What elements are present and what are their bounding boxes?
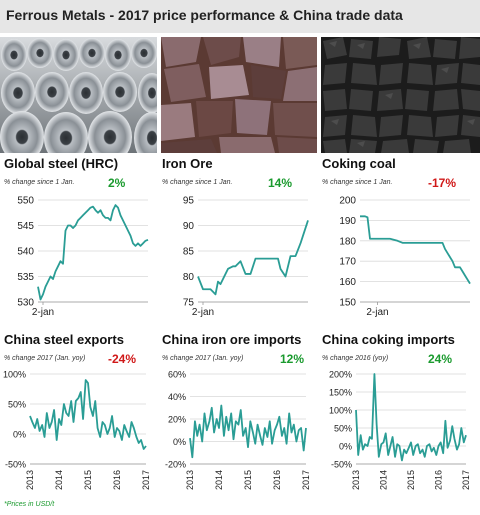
panel-subtitle-coking-coal: % change since 1 Jan. — [322, 179, 393, 186]
global-steel-chart: 530 535 540 545 550 2-jan — [17, 196, 149, 318]
x-tick-label: 2017 — [301, 470, 311, 490]
series-line — [29, 379, 147, 450]
y-tick-label: 50% — [334, 424, 352, 434]
y-tick-label: 95 — [183, 196, 195, 207]
panel-title-coking-coal: Coking coal — [322, 156, 396, 171]
china-steel-exports-chart: -50% 0% 50% 100% 2013 2014 2015 2016 2017 — [3, 370, 151, 491]
series-line — [355, 373, 467, 462]
y-tick-label: 0% — [173, 437, 186, 447]
y-tick-label: 550 — [17, 196, 34, 207]
iron-ore-chart: 75 80 85 90 95 2-jan — [183, 196, 309, 318]
change-value-coking-coal: -17% — [428, 176, 457, 190]
panel-title-global-steel: Global steel (HRC) — [4, 156, 119, 171]
y-tick-label: 180 — [339, 236, 356, 247]
y-tick-label: 90 — [183, 221, 195, 232]
y-tick-label: -50% — [5, 460, 26, 470]
header-bar: Ferrous Metals - 2017 price performance … — [0, 0, 480, 33]
y-tick-label: -50% — [331, 460, 352, 470]
change-value-china-coking-imports: 24% — [428, 352, 453, 366]
x-tick-label: 2016 — [272, 470, 282, 490]
y-tick-label: 535 — [17, 272, 34, 283]
steel-coils-photo — [0, 37, 157, 153]
panel-subtitle-global-steel: % change since 1 Jan. — [4, 179, 75, 186]
y-tick-label: 190 — [339, 216, 356, 227]
x-tick-label: 2013 — [351, 470, 361, 490]
y-tick-label: 60% — [168, 370, 186, 380]
x-tick-label: 2-jan — [32, 307, 54, 318]
y-tick-label: 75 — [183, 298, 195, 309]
y-tick-label: 150 — [339, 298, 356, 309]
coking-coal-chart: 150 160 170 180 190 200 2-jan — [339, 196, 471, 318]
change-value-global-steel: 2% — [108, 176, 126, 190]
x-tick-label: 2016 — [434, 470, 444, 490]
change-value-china-steel-exports: -24% — [108, 352, 137, 366]
x-tick-label: 2015 — [243, 470, 253, 490]
change-value-iron-ore: 14% — [268, 176, 293, 190]
series-line — [197, 220, 309, 296]
x-tick-label: 2016 — [112, 470, 122, 490]
footnote: *Prices in USD/t — [4, 501, 55, 508]
iron-ore-photo — [161, 37, 317, 153]
x-tick-label: 2-jan — [192, 307, 214, 318]
panel-subtitle-china-steel-exports: % change 2017 (Jan. yoy) — [4, 355, 86, 362]
x-tick-label: 2-jan — [366, 307, 388, 318]
y-tick-label: 150% — [329, 388, 352, 398]
y-tick-label: 545 — [17, 221, 34, 232]
x-tick-label: 2014 — [54, 470, 64, 490]
y-tick-label: 0% — [339, 442, 352, 452]
y-tick-label: 200% — [329, 370, 352, 380]
x-tick-label: 2014 — [379, 470, 389, 490]
x-tick-label: 2017 — [141, 470, 151, 490]
change-value-china-iron-ore-imports: 12% — [280, 352, 305, 366]
panel-title-china-iron-ore-imports: China iron ore imports — [162, 332, 302, 347]
y-tick-label: -20% — [165, 460, 186, 470]
y-tick-label: 170 — [339, 257, 356, 268]
panel-title-iron-ore: Iron Ore — [162, 156, 213, 171]
x-tick-label: 2017 — [461, 470, 471, 490]
coking-coal-photo — [321, 37, 480, 153]
x-tick-label: 2015 — [406, 470, 416, 490]
x-tick-label: 2014 — [214, 470, 224, 490]
x-tick-label: 2013 — [185, 470, 195, 490]
x-tick-label: 2015 — [83, 470, 93, 490]
panel-subtitle-china-iron-ore-imports: % change 2017 (Jan. yoy) — [162, 355, 244, 362]
y-tick-label: 160 — [339, 277, 356, 288]
page-title: Ferrous Metals - 2017 price performance … — [6, 7, 403, 23]
y-tick-label: 80 — [183, 272, 195, 283]
panel-subtitle-iron-ore: % change since 1 Jan. — [162, 179, 233, 186]
y-tick-label: 50% — [8, 400, 26, 410]
x-tick-label: 2013 — [25, 470, 35, 490]
y-tick-label: 85 — [183, 247, 195, 258]
y-tick-label: 540 — [17, 247, 34, 258]
y-tick-label: 40% — [168, 392, 186, 402]
y-tick-label: 20% — [168, 415, 186, 425]
china-iron-ore-imports-chart: -20% 0% 20% 40% 60% 2013 2014 2015 2016 2017 — [165, 370, 311, 491]
series-line — [189, 404, 307, 459]
panel-subtitle-china-coking-imports: % change 2016 (yoy) — [322, 355, 389, 362]
y-tick-label: 530 — [17, 298, 34, 309]
y-tick-label: 0% — [13, 430, 26, 440]
y-tick-label: 100% — [329, 406, 352, 416]
panel-title-china-steel-exports: China steel exports — [4, 332, 124, 347]
china-coking-imports-chart: -50% 0% 50% 100% 150% 200% 2013 2014 2015 2016 201… — [329, 370, 471, 491]
y-tick-label: 100% — [3, 370, 26, 380]
series-line — [37, 204, 149, 301]
series-line — [360, 215, 471, 285]
y-tick-label: 200 — [339, 196, 356, 207]
panel-title-china-coking-imports: China coking imports — [322, 332, 455, 347]
